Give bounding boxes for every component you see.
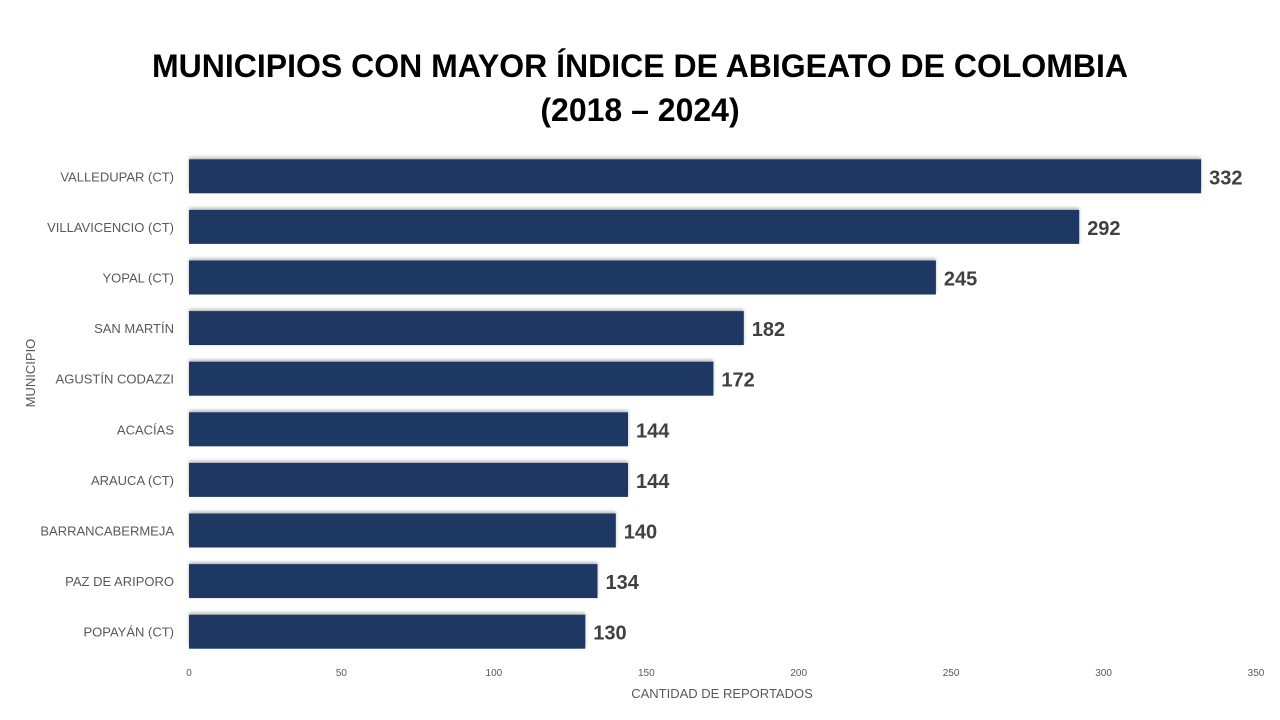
bar — [189, 260, 936, 295]
bar — [189, 412, 628, 447]
category-label: ACACÍAS — [117, 422, 174, 437]
data-label: 245 — [944, 269, 977, 291]
bar — [189, 462, 628, 497]
bars-group — [189, 159, 1202, 649]
x-tick-label: 350 — [1248, 668, 1265, 679]
category-label: SAN MARTÍN — [94, 321, 174, 336]
data-label: 172 — [721, 370, 754, 392]
bar — [189, 311, 744, 346]
x-tick-label: 50 — [336, 668, 348, 679]
x-tick-label: 100 — [486, 668, 503, 679]
x-axis-title: CANTIDAD DE REPORTADOS — [631, 686, 813, 701]
data-label: 140 — [624, 522, 657, 544]
x-tick-label: 150 — [638, 668, 655, 679]
x-tick-label: 0 — [186, 668, 192, 679]
category-label: ARAUCA (CT) — [91, 473, 174, 488]
bar — [189, 159, 1202, 194]
data-label: 182 — [752, 319, 785, 341]
data-label: 292 — [1087, 218, 1120, 240]
bar — [189, 513, 616, 548]
bar — [189, 361, 714, 396]
chart-title-line-1: MUNICIPIOS CON MAYOR ÍNDICE DE ABIGEATO … — [151, 48, 1129, 84]
data-label: 130 — [593, 623, 626, 645]
category-label: PAZ DE ARIPORO — [65, 574, 174, 589]
bar — [189, 209, 1080, 244]
bar — [189, 614, 586, 649]
data-label: 144 — [636, 471, 670, 493]
data-label: 332 — [1209, 167, 1242, 189]
y-axis-title: MUNICIPIO — [23, 339, 38, 408]
data-label: 144 — [636, 420, 670, 442]
x-tick-label: 250 — [943, 668, 960, 679]
x-tick-label: 300 — [1095, 668, 1112, 679]
category-label: YOPAL (CT) — [102, 271, 174, 286]
category-label: AGUSTÍN CODAZZI — [56, 372, 174, 387]
category-label: VALLEDUPAR (CT) — [60, 169, 174, 184]
data-label: 134 — [606, 572, 640, 594]
category-label: BARRANCABERMEJA — [40, 524, 174, 539]
chart-title-line-2: (2018 – 2024) — [540, 92, 740, 128]
category-label: VILLAVICENCIO (CT) — [47, 220, 174, 235]
chart-title: MUNICIPIOS CON MAYOR ÍNDICE DE ABIGEATO … — [0, 44, 1280, 132]
x-tick-label: 200 — [790, 668, 807, 679]
category-label: POPAYÁN (CT) — [83, 625, 174, 640]
labels-group: VALLEDUPAR (CT) 332 VILLAVICENCIO (CT) 292 Y… — [40, 167, 1264, 679]
bar — [189, 564, 598, 599]
